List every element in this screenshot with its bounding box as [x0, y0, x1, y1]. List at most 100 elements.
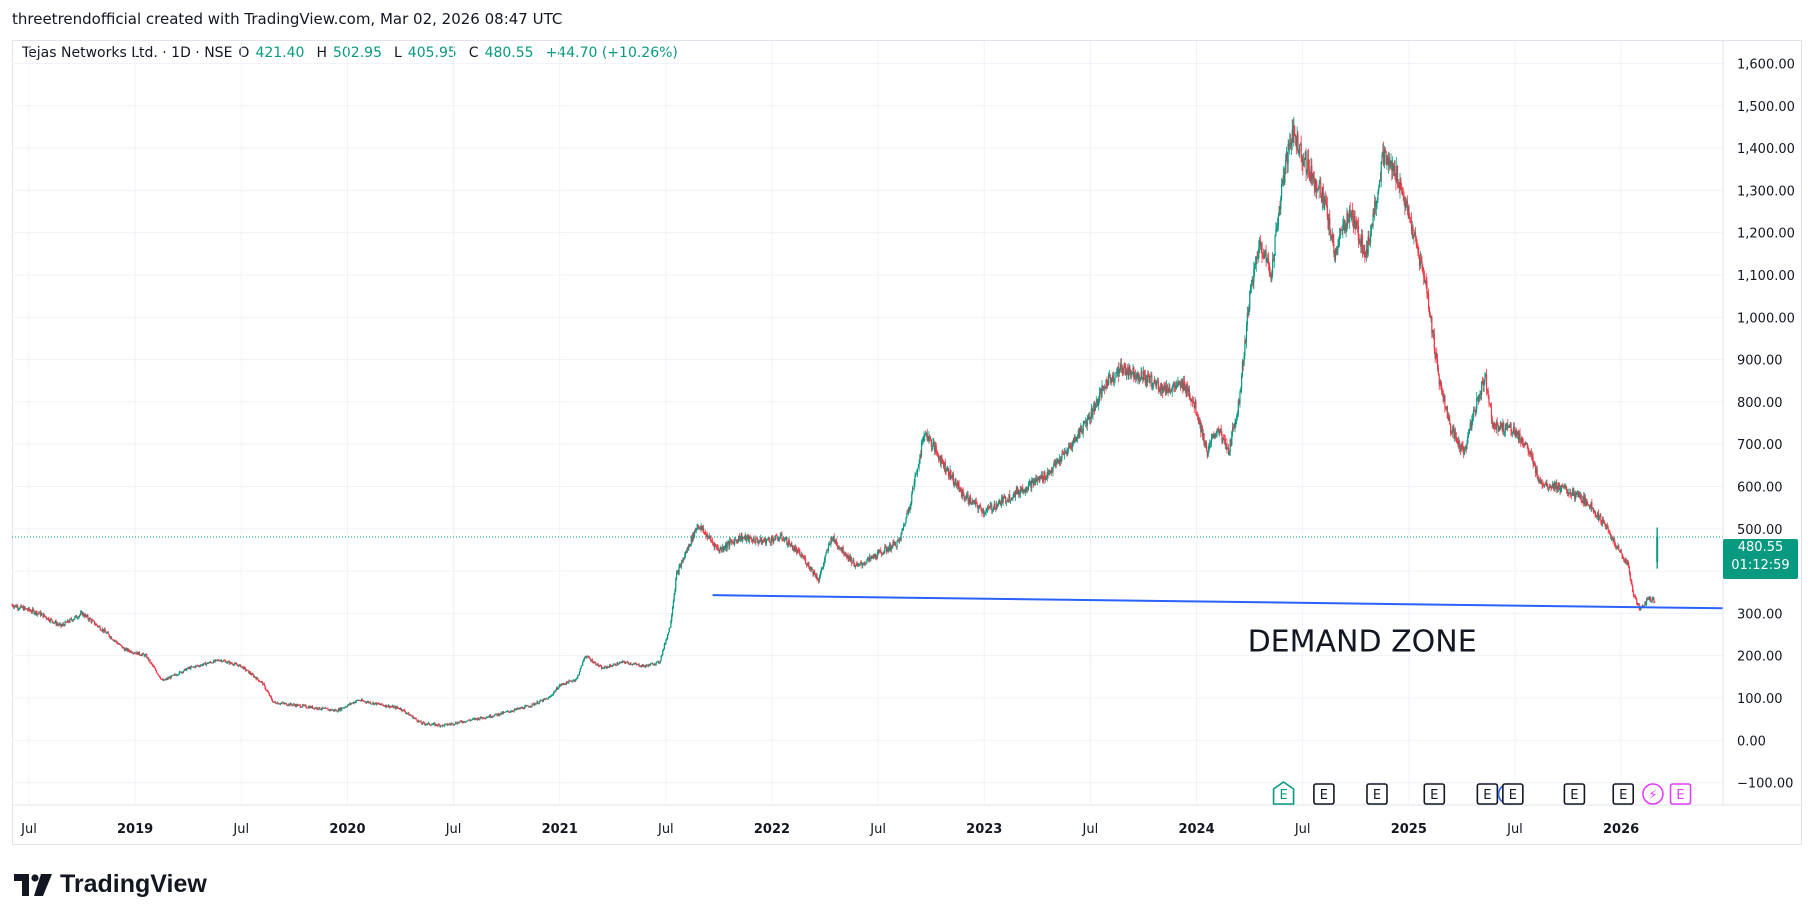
candle-body	[61, 625, 63, 627]
candle-body	[1627, 562, 1629, 565]
candle-body	[293, 704, 295, 705]
candle-body	[1111, 377, 1113, 382]
candle-body	[336, 710, 338, 712]
candle-body	[1606, 526, 1608, 528]
earnings-marker-icon[interactable]: E	[1563, 783, 1586, 805]
y-tick-label: 600.00	[1737, 480, 1783, 495]
candle-body	[642, 664, 644, 667]
candle-body	[1602, 519, 1604, 521]
candle-body	[826, 550, 828, 554]
candle-body	[1592, 507, 1594, 509]
candle-body	[379, 704, 381, 706]
candle-body	[1408, 206, 1410, 218]
candle-body	[1139, 379, 1141, 381]
candle-body	[1628, 566, 1631, 573]
candle-body	[212, 662, 214, 664]
candle-body	[291, 704, 293, 706]
candle-body	[1488, 396, 1490, 403]
candle-body	[459, 720, 461, 722]
candle-body	[1634, 595, 1636, 598]
candle-body	[18, 608, 20, 610]
candle-body	[306, 707, 308, 709]
candle-body	[242, 666, 244, 669]
candle-body	[551, 695, 553, 697]
candle-body	[1161, 390, 1164, 393]
earnings-marker-icon[interactable]: E	[1423, 783, 1446, 805]
candle-body	[1305, 151, 1307, 173]
split-marker-icon[interactable]: ⚡	[1642, 783, 1664, 805]
candle-body	[62, 623, 65, 625]
candle-body	[187, 667, 189, 669]
candle-body	[383, 705, 385, 707]
candle-body	[94, 624, 96, 626]
tradingview-branding[interactable]: TradingView	[14, 870, 207, 899]
candle-body	[1244, 340, 1246, 356]
candle-body	[1493, 423, 1495, 427]
candle-body	[991, 509, 994, 511]
symbol-label[interactable]: Tejas Networks Ltd. · 1D · NSE	[22, 45, 233, 61]
y-tick-label: 1,300.00	[1737, 184, 1795, 199]
earnings-marker-icon[interactable]: E	[1366, 783, 1388, 805]
candle-body	[1120, 364, 1123, 368]
candle-body	[855, 564, 857, 566]
candle-body	[1089, 416, 1091, 419]
candle-body	[571, 681, 573, 683]
candle-body	[325, 707, 327, 709]
candle-body	[475, 718, 477, 720]
candle-body	[1455, 436, 1457, 439]
candle-body	[12, 604, 14, 607]
earnings-marker-icon[interactable]: E	[1313, 783, 1335, 805]
candle-body	[1136, 374, 1138, 379]
candle-body	[1121, 367, 1124, 373]
candle-body	[60, 623, 62, 627]
candle-body	[13, 606, 16, 608]
candle-body	[881, 553, 883, 555]
candle-body	[1306, 170, 1308, 173]
earnings-marker-icon[interactable]: E	[1612, 783, 1635, 805]
candle-body	[124, 648, 126, 651]
candle-body	[1599, 515, 1601, 517]
earnings-marker-icon[interactable]: E	[1272, 781, 1295, 805]
candle-body	[208, 661, 211, 663]
candle-body	[396, 706, 398, 708]
candle-body	[1472, 415, 1474, 421]
candle-body	[632, 663, 634, 665]
candle-body	[813, 571, 815, 575]
candle-body	[741, 535, 743, 541]
candle-body	[625, 662, 627, 664]
candle-body	[539, 700, 541, 702]
candle-body	[677, 571, 679, 574]
candle-body	[1457, 442, 1459, 445]
candle-body	[201, 664, 203, 666]
marker-shape	[1423, 783, 1446, 805]
candle-body	[569, 680, 571, 682]
candle-body	[443, 725, 445, 727]
earnings-marker-icon[interactable]: E	[1476, 783, 1499, 805]
candle-body	[1498, 427, 1500, 432]
candle-body	[838, 547, 840, 549]
candle-body	[686, 548, 688, 553]
x-tick-label: 2024	[1178, 822, 1214, 837]
candle-body	[1039, 476, 1041, 481]
candle-body	[95, 624, 97, 625]
candle-body	[1155, 382, 1157, 385]
earnings-marker-icon[interactable]: E	[1669, 783, 1692, 805]
candle-body	[1103, 386, 1106, 389]
candle-body	[800, 555, 802, 557]
candle-body	[276, 702, 278, 704]
open-value: 421.40	[255, 45, 305, 61]
candle-body	[1030, 481, 1032, 489]
candle-body	[831, 536, 833, 541]
candle-body	[447, 724, 449, 726]
candle-body	[1387, 157, 1389, 166]
candle-body	[781, 534, 783, 539]
candle-body	[1375, 202, 1377, 207]
candle-body	[871, 555, 873, 558]
candle-body	[833, 536, 835, 541]
earnings-marker-icon[interactable]: E	[1502, 783, 1524, 805]
candle-body	[1414, 232, 1416, 236]
candle-body	[707, 535, 709, 539]
candle-body	[620, 661, 622, 663]
candle-body	[744, 534, 746, 538]
